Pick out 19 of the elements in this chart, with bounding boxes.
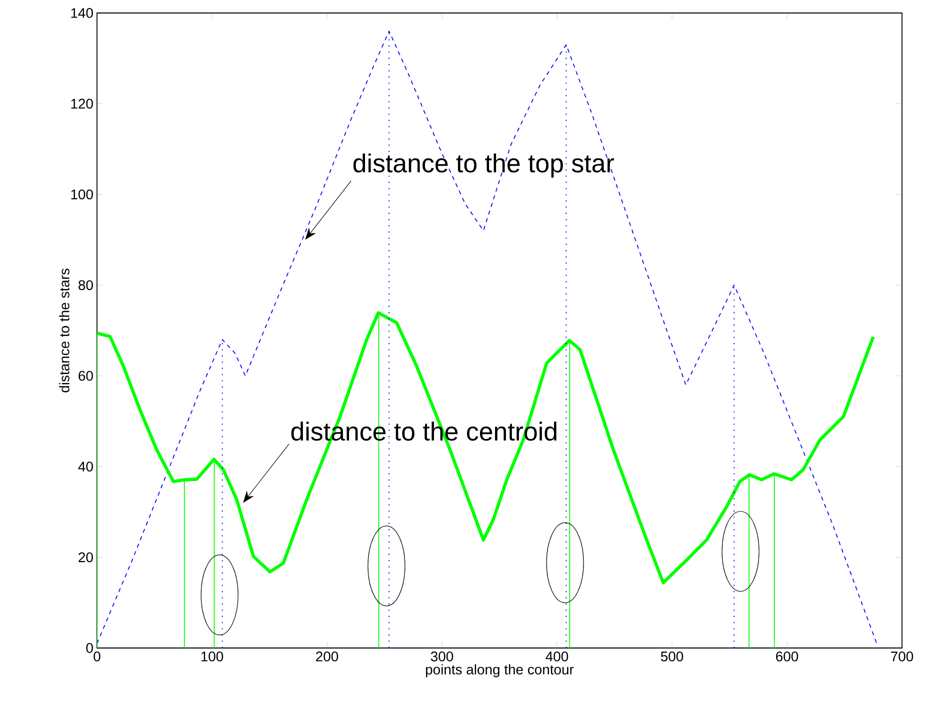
y-tick-label: 140 (71, 8, 93, 18)
y-tick-label: 0 (86, 643, 93, 653)
y-tick-label: 100 (71, 189, 93, 200)
y-axis-title: distance to the stars (59, 268, 70, 392)
y-tick-label: 40 (78, 462, 93, 472)
x-tick-label: 400 (546, 652, 568, 662)
y-tick-label: 60 (78, 370, 93, 381)
x-tick-label: 600 (776, 652, 798, 662)
x-tick-label: 500 (660, 652, 684, 662)
annotation: distance to the top star (353, 153, 614, 178)
x-axis-title: points along the contour (426, 664, 574, 678)
x-tick-label: 700 (891, 652, 914, 662)
x-tick-label: 100 (201, 652, 224, 662)
x-tick-label: 200 (316, 652, 338, 662)
x-tick-label: 300 (430, 652, 454, 662)
y-tick-label: 120 (71, 98, 93, 109)
x-tick-label: 0 (94, 652, 100, 662)
y-tick-label: 80 (78, 280, 93, 290)
y-tick-label: 20 (78, 552, 93, 562)
